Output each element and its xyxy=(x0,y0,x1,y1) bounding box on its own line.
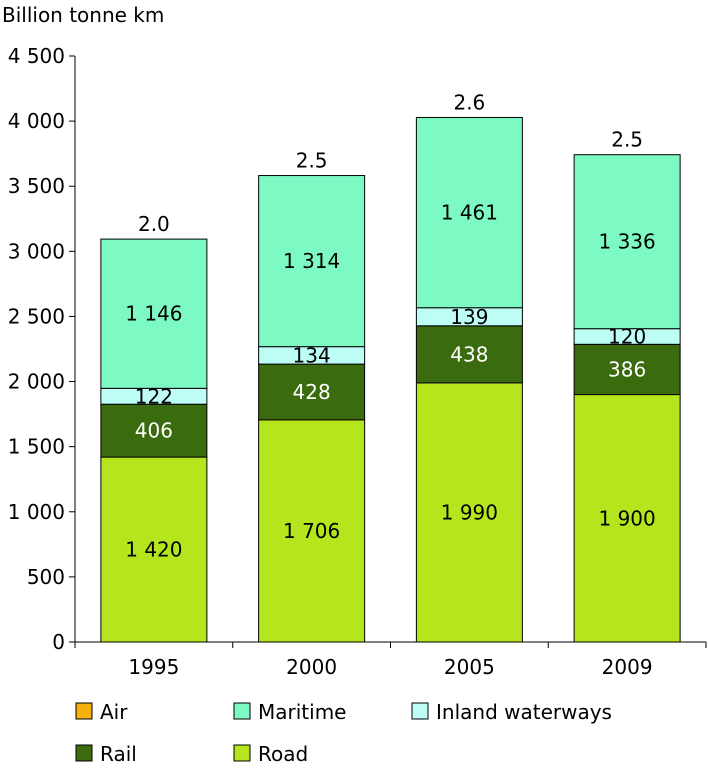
y-tick-label: 3 500 xyxy=(8,174,65,198)
legend-item-maritime: Maritime xyxy=(233,700,346,724)
bar-maritime-2009 xyxy=(573,154,681,330)
data-label-rail-2005: 438 xyxy=(450,342,488,366)
data-label-rail-2009: 386 xyxy=(608,357,646,381)
legend-label-inland-waterways: Inland waterways xyxy=(436,700,612,724)
bar-road-2009 xyxy=(573,394,681,643)
bar-road-2005 xyxy=(415,382,523,643)
legend-swatch-inland-waterways xyxy=(411,702,429,720)
y-tick-label: 4 500 xyxy=(8,44,65,68)
data-label-inland-waterways-2005: 139 xyxy=(450,305,488,329)
y-axis: 0 500 1 000 1 500 2 000 2 500 3 000 3 500 4 000 4… xyxy=(8,44,76,654)
y-tick-label: 1 500 xyxy=(8,435,65,459)
bar-maritime-2005 xyxy=(415,116,523,309)
bar-road-1995 xyxy=(100,456,208,643)
y-tick-label: 2 500 xyxy=(8,304,65,328)
legend-swatch-rail xyxy=(75,744,93,762)
legend-swatch-air xyxy=(75,702,93,720)
x-tick-label: 2009 xyxy=(602,655,653,679)
bar-rail-2005 xyxy=(415,325,523,384)
y-tick-label: 500 xyxy=(27,565,65,589)
bar-rail-2000 xyxy=(258,363,366,421)
bar-rail-1995 xyxy=(100,403,208,458)
legend-label-air: Air xyxy=(100,700,128,724)
y-tick-label: 2 000 xyxy=(8,370,65,394)
bar-group-2000: 1 706 428 134 1 314 2.5 xyxy=(258,149,366,643)
data-label-inland-waterways-2000: 134 xyxy=(293,343,331,367)
data-label-rail-2000: 428 xyxy=(293,380,331,404)
legend-item-rail: Rail xyxy=(75,742,137,766)
x-axis: 1995 2000 2005 2009 xyxy=(74,641,707,679)
data-label-air-2000: 2.5 xyxy=(296,149,328,173)
legend-item-air: Air xyxy=(75,700,128,724)
data-label-air-2009: 2.5 xyxy=(611,128,643,152)
data-label-road-2009: 1 900 xyxy=(598,506,655,530)
y-tick-label: 0 xyxy=(52,630,65,654)
y-axis-label: Billion tonne km xyxy=(2,3,164,27)
data-label-road-1995: 1 420 xyxy=(125,538,182,562)
legend-label-maritime: Maritime xyxy=(258,700,346,724)
bar-maritime-2000 xyxy=(258,175,366,348)
data-label-air-1995: 2.0 xyxy=(138,212,170,236)
y-tick-label: 1 000 xyxy=(8,500,65,524)
legend-item-inland-waterways: Inland waterways xyxy=(411,700,612,724)
x-tick-label: 2005 xyxy=(444,655,495,679)
x-tick-label: 2000 xyxy=(286,655,337,679)
bar-rail-2009 xyxy=(573,343,681,396)
y-tick-label: 4 000 xyxy=(8,109,65,133)
bar-road-2000 xyxy=(258,419,366,643)
data-label-rail-1995: 406 xyxy=(135,419,173,443)
bar-group-2005: 1 990 438 139 1 461 2.6 xyxy=(415,90,523,643)
data-label-maritime-1995: 1 146 xyxy=(125,302,182,326)
bar-maritime-1995 xyxy=(100,238,208,389)
data-label-maritime-2000: 1 314 xyxy=(283,249,340,273)
data-label-road-2000: 1 706 xyxy=(283,519,340,543)
data-label-air-2005: 2.6 xyxy=(453,90,485,114)
y-tick-label: 3 000 xyxy=(8,239,65,263)
legend-swatch-maritime xyxy=(233,702,251,720)
legend-label-rail: Rail xyxy=(100,742,137,766)
legend: Air Maritime Inland waterways Rail Road xyxy=(75,700,612,766)
legend-swatch-road xyxy=(233,744,251,762)
legend-item-road: Road xyxy=(233,742,308,766)
data-label-maritime-2009: 1 336 xyxy=(598,230,655,254)
data-label-maritime-2005: 1 461 xyxy=(441,201,498,225)
x-tick-label: 1995 xyxy=(128,655,179,679)
legend-label-road: Road xyxy=(258,742,308,766)
data-label-road-2005: 1 990 xyxy=(441,500,498,524)
